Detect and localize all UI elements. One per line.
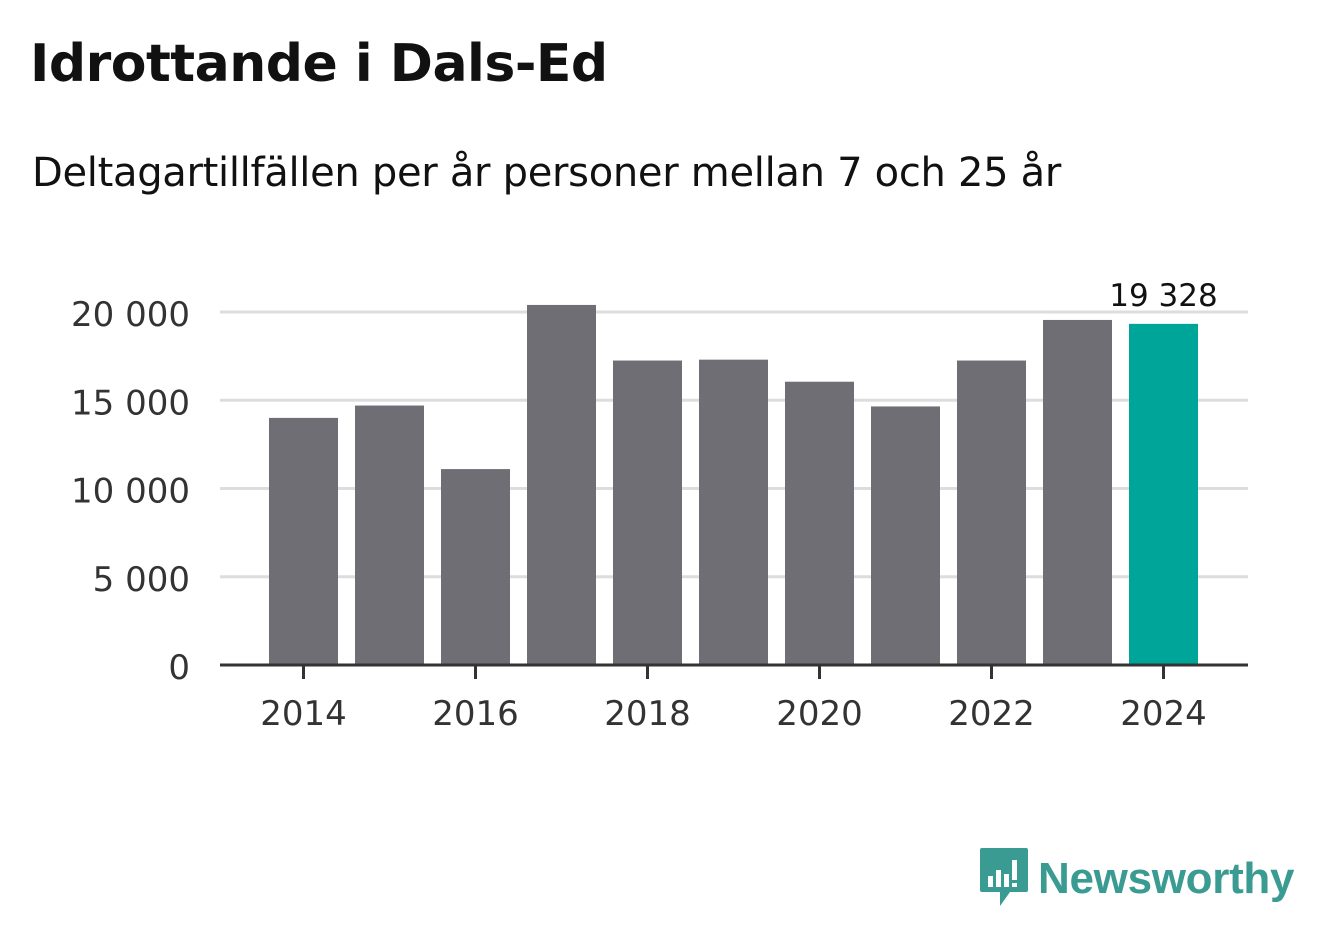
x-tick-label: 2018 <box>604 694 691 734</box>
bar-2023 <box>1043 319 1112 665</box>
bar-2016 <box>441 469 510 665</box>
x-tick-label: 2014 <box>260 694 347 734</box>
bar-2015 <box>355 405 424 665</box>
newsworthy-logo: Newsworthy <box>980 848 1294 910</box>
bar-chart: 0 5 000 10 000 15 000 20 000 2014 2016 2018 2020… <box>71 278 1248 734</box>
data-label-highlight: 19 328 <box>1109 278 1217 314</box>
bar-2014 <box>269 417 338 665</box>
newsworthy-logo-text: Newsworthy <box>1038 854 1295 903</box>
y-tick-label: 20 000 <box>71 295 190 335</box>
bar-2019 <box>699 359 768 665</box>
y-tick-label: 5 000 <box>93 560 190 600</box>
x-tick-label: 2024 <box>1120 694 1207 734</box>
x-axis <box>220 663 1248 679</box>
bars <box>269 304 1198 665</box>
chart-subtitle: Deltagartillfällen per år personer mella… <box>32 150 1062 196</box>
bar-2021 <box>871 406 940 665</box>
y-tick-label: 10 000 <box>71 472 190 512</box>
y-tick-label: 0 <box>168 648 190 688</box>
bar-2020 <box>785 381 854 665</box>
bar-2024 <box>1129 323 1198 665</box>
bar-2017 <box>527 304 596 665</box>
x-tick-label: 2022 <box>948 694 1035 734</box>
bar-2022 <box>957 360 1026 665</box>
x-tick-label: 2020 <box>776 694 863 734</box>
chart-title: Idrottande i Dals-Ed <box>30 34 608 94</box>
y-tick-label: 15 000 <box>71 383 190 423</box>
labels: 0 5 000 10 000 15 000 20 000 2014 2016 2018 2020… <box>71 278 1218 734</box>
x-tick-label: 2016 <box>432 694 519 734</box>
bar-2018 <box>613 360 682 665</box>
newsworthy-logo-icon <box>980 848 1028 906</box>
